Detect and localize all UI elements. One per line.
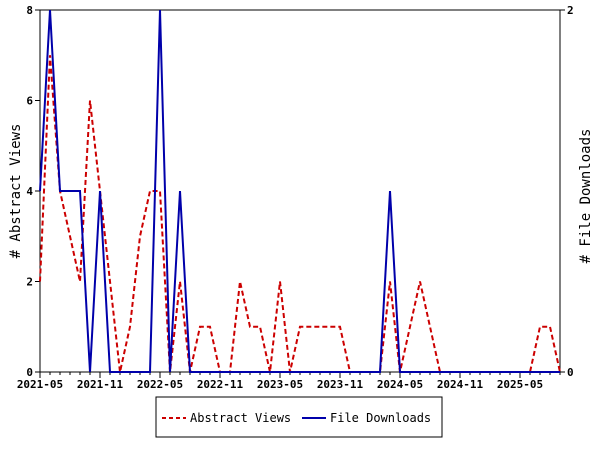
x-tick-label: 2022-05	[137, 378, 183, 391]
y-right-axis-title: # File Downloads	[578, 129, 594, 264]
x-tick-label: 2022-11	[197, 378, 244, 391]
x-tick-label: 2024-05	[377, 378, 423, 391]
plot-area	[39, 9, 561, 373]
x-tick-label: 2025-05	[497, 378, 543, 391]
y-right-tick-label: 0	[567, 366, 574, 379]
legend-label-abstract-views: Abstract Views	[190, 411, 291, 425]
y-left-axis-title: # Abstract Views	[8, 124, 24, 259]
x-tick-label: 2024-11	[437, 378, 484, 391]
legend: Abstract Views File Downloads	[155, 396, 443, 438]
y-right-tick-labels: 02	[567, 4, 574, 379]
y-right-tick-label: 2	[567, 4, 574, 17]
x-tick-label: 2021-05	[17, 378, 63, 391]
series-line-file-downloads	[39, 9, 560, 373]
y-left-tick-label: 6	[26, 95, 33, 108]
legend-box	[155, 396, 443, 438]
x-tick-label: 2023-11	[317, 378, 364, 391]
x-tick-label: 2021-11	[77, 378, 124, 391]
legend-label-file-downloads: File Downloads	[330, 411, 431, 425]
y-left-tick-label: 4	[26, 185, 33, 198]
y-left-tick-label: 2	[26, 276, 33, 289]
series-line-abstract-views	[39, 55, 561, 373]
x-tick-label: 2023-05	[257, 378, 303, 391]
y-left-tick-label: 8	[26, 4, 33, 17]
x-tick-labels: 2021-05 2021-11 2022-05 2022-11 2023-05 2023-…	[17, 378, 543, 391]
y-left-tick-label: 0	[26, 366, 33, 379]
y-left-tick-labels: 0 2 4 6 8	[26, 4, 33, 379]
series-layer	[39, 9, 561, 373]
